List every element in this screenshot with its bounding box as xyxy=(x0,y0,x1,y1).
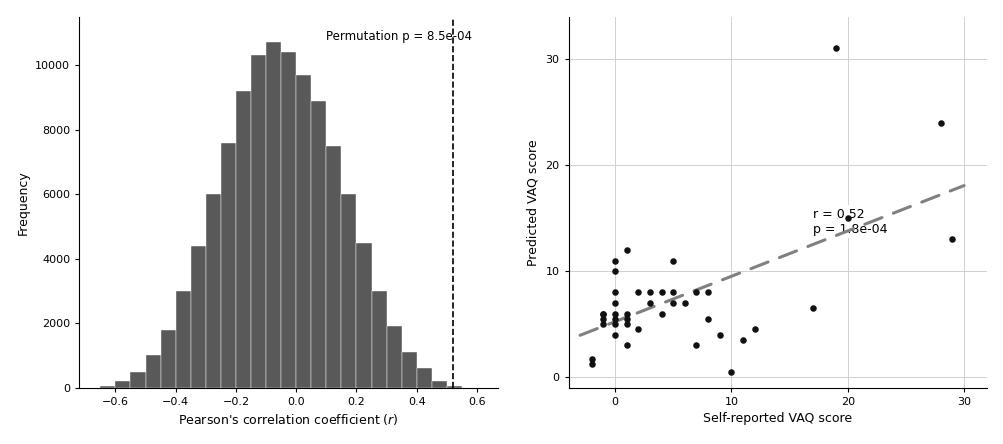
Bar xyxy=(100,386,115,388)
Point xyxy=(607,268,623,275)
Y-axis label: Frequency: Frequency xyxy=(17,170,30,234)
Point xyxy=(746,326,762,333)
Point xyxy=(607,315,623,322)
Point xyxy=(618,321,634,328)
X-axis label: Self-reported VAQ score: Self-reported VAQ score xyxy=(703,412,852,425)
Bar xyxy=(341,194,356,388)
Bar xyxy=(326,146,341,388)
Point xyxy=(618,342,634,349)
Point xyxy=(595,321,611,328)
Point xyxy=(583,361,599,368)
Bar xyxy=(251,56,266,388)
Point xyxy=(944,236,960,243)
Point xyxy=(607,321,623,328)
Point xyxy=(688,289,704,296)
Bar xyxy=(145,356,160,388)
Point xyxy=(641,299,657,306)
Point xyxy=(630,289,646,296)
Point xyxy=(688,342,704,349)
Point xyxy=(665,299,681,306)
Point xyxy=(595,310,611,317)
Point xyxy=(804,305,820,312)
Bar xyxy=(206,194,221,388)
Y-axis label: Predicted VAQ score: Predicted VAQ score xyxy=(527,139,540,266)
Point xyxy=(583,356,599,363)
Point xyxy=(699,315,715,322)
Bar xyxy=(221,143,236,388)
Point xyxy=(734,337,750,344)
Bar xyxy=(311,100,326,388)
Bar xyxy=(130,372,145,388)
Point xyxy=(630,326,646,333)
Bar xyxy=(191,246,206,388)
Point xyxy=(607,310,623,317)
Text: Permutation p = 8.5e-04: Permutation p = 8.5e-04 xyxy=(326,30,471,43)
Bar xyxy=(371,291,386,388)
Bar xyxy=(416,369,431,388)
Point xyxy=(665,257,681,264)
Bar xyxy=(386,326,401,388)
Point xyxy=(607,331,623,338)
Point xyxy=(641,289,657,296)
Bar xyxy=(160,329,176,388)
Point xyxy=(676,299,692,306)
Bar xyxy=(176,291,191,388)
Point xyxy=(722,368,738,375)
Bar xyxy=(266,43,281,388)
Point xyxy=(932,119,948,126)
Point xyxy=(839,214,855,222)
Bar xyxy=(236,91,251,388)
Bar xyxy=(356,242,371,388)
Bar xyxy=(446,386,461,388)
Point xyxy=(653,310,669,317)
Point xyxy=(711,331,727,338)
Point xyxy=(607,289,623,296)
Point xyxy=(653,289,669,296)
Point xyxy=(618,246,634,254)
Point xyxy=(699,289,715,296)
Bar xyxy=(115,381,130,388)
Point xyxy=(618,310,634,317)
Text: r = 0.52
p = 1.8e-04: r = 0.52 p = 1.8e-04 xyxy=(812,207,887,235)
Point xyxy=(827,45,844,52)
Point xyxy=(607,257,623,264)
Point xyxy=(595,315,611,322)
Point xyxy=(595,310,611,317)
Point xyxy=(607,299,623,306)
Point xyxy=(665,289,681,296)
Bar xyxy=(296,75,311,388)
Point xyxy=(618,315,634,322)
X-axis label: Pearson's correlation coefficient ($r$): Pearson's correlation coefficient ($r$) xyxy=(179,412,398,427)
Bar xyxy=(431,381,446,388)
Bar xyxy=(401,352,416,388)
Bar xyxy=(281,52,296,388)
